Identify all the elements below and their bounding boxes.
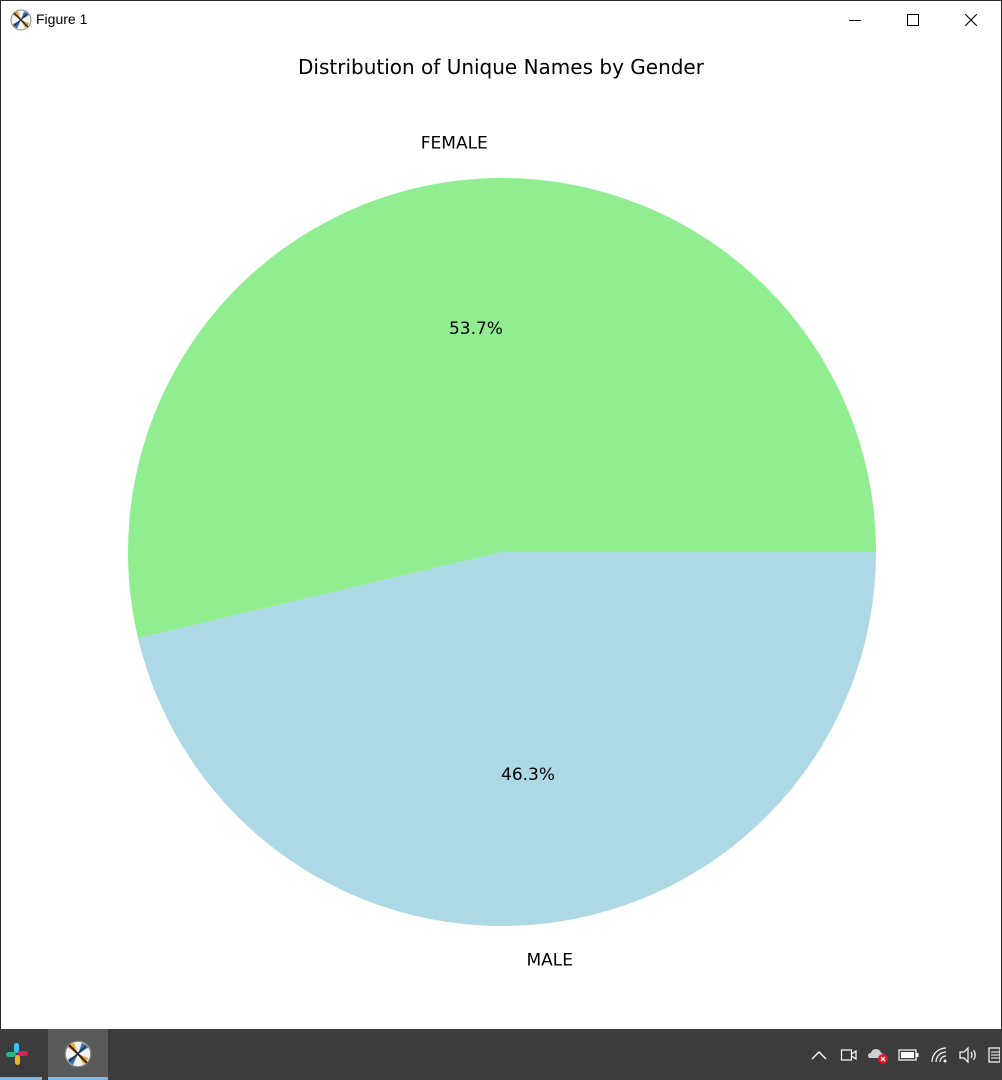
title-bar[interactable]: Figure 1 [1, 1, 1001, 39]
meet-now-button[interactable] [836, 1029, 862, 1080]
slack-icon [6, 1043, 28, 1065]
matplotlib-icon [64, 1040, 92, 1068]
maximize-button[interactable] [884, 1, 942, 39]
window-title: Figure 1 [36, 11, 88, 27]
chart-title: Distribution of Unique Names by Gender [298, 55, 704, 79]
close-icon [965, 14, 977, 26]
figure-window: Figure 1 Distribution of Unique Names by… [0, 0, 1002, 1030]
taskbar [0, 1029, 1002, 1080]
onedrive-button[interactable] [864, 1029, 892, 1080]
battery-icon [898, 1048, 919, 1061]
matplotlib-icon [10, 9, 32, 31]
slice-label-female: FEMALE [421, 133, 488, 153]
active-indicator [48, 1077, 108, 1080]
minimize-button[interactable] [826, 1, 884, 39]
show-hidden-icons-button[interactable] [806, 1029, 832, 1080]
notifications-icon [988, 1046, 1000, 1063]
network-button[interactable] [926, 1029, 954, 1080]
slice-label-male: MALE [526, 951, 573, 971]
notifications-button[interactable] [984, 1029, 1002, 1080]
volume-icon [959, 1046, 976, 1063]
active-indicator [0, 1077, 42, 1080]
minimize-icon [849, 20, 861, 21]
slice-percent-male: 46.3% [501, 765, 555, 785]
wifi-icon [931, 1046, 947, 1062]
figure-canvas: Distribution of Unique Names by Gender F… [1, 39, 1001, 1030]
slice-percent-female: 53.7% [449, 319, 503, 339]
chevron-up-icon [811, 1050, 827, 1059]
close-button[interactable] [942, 1, 1000, 39]
maximize-icon [907, 14, 919, 26]
taskbar-slack-button[interactable] [0, 1029, 42, 1080]
pie-chart: FEMALE 53.7% MALE 46.3% [128, 133, 876, 971]
meet-now-icon [840, 1048, 857, 1061]
volume-button[interactable] [955, 1029, 981, 1080]
pie-slice-female [128, 178, 876, 639]
onedrive-error-icon [868, 1048, 888, 1064]
pie-slice-male [138, 552, 876, 926]
battery-button[interactable] [895, 1029, 923, 1080]
taskbar-figure-button[interactable] [48, 1029, 108, 1080]
